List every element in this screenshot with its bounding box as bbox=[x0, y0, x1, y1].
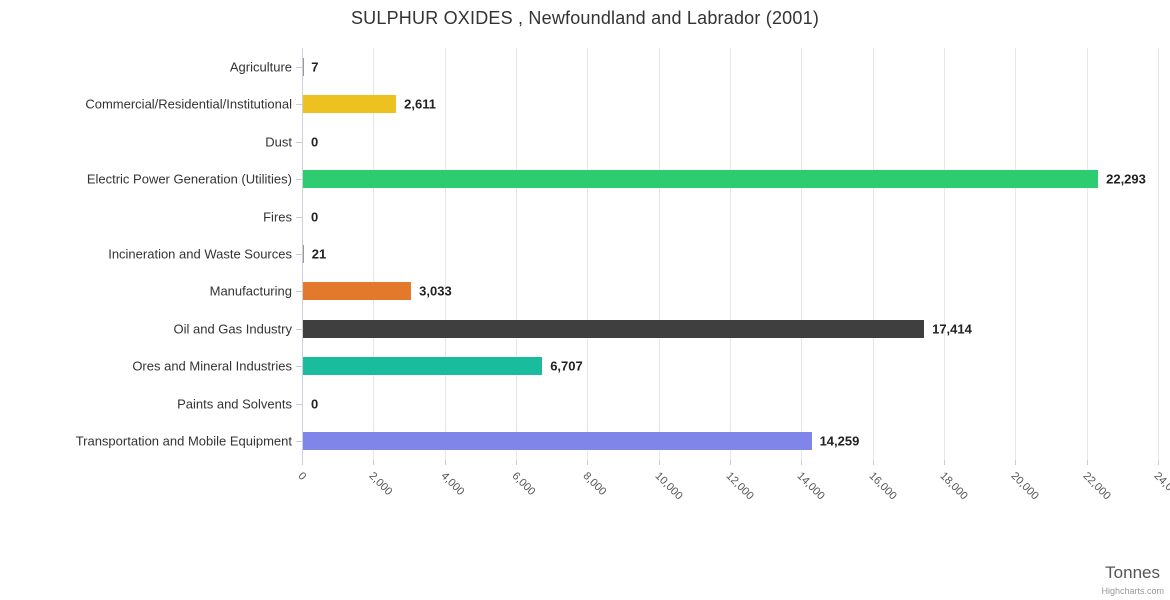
gridline bbox=[1015, 48, 1017, 460]
category-label: Paints and Solvents bbox=[177, 396, 292, 412]
category-tick bbox=[296, 366, 302, 368]
category-tick bbox=[296, 141, 302, 143]
gridline bbox=[516, 48, 517, 460]
value-label: 7 bbox=[311, 59, 319, 75]
category-label: Electric Power Generation (Utilities) bbox=[86, 171, 292, 187]
chart-title: SULPHUR OXIDES , Newfoundland and Labrad… bbox=[350, 8, 820, 28]
category-label: Agriculture bbox=[229, 59, 292, 75]
gridline bbox=[872, 48, 874, 460]
x-axis-tick bbox=[944, 460, 945, 465]
category-tick bbox=[296, 216, 302, 218]
x-tick-label: 24,000 bbox=[1151, 470, 1170, 503]
x-axis-title: Tonnes bbox=[1105, 563, 1160, 582]
category-tick bbox=[296, 254, 302, 255]
value-label: 17,414 bbox=[932, 321, 972, 337]
bar[interactable] bbox=[303, 95, 397, 114]
category-label: Oil and Gas Industry bbox=[173, 321, 293, 337]
x-axis-tick bbox=[302, 460, 303, 465]
x-axis-tick bbox=[658, 460, 660, 465]
bar[interactable] bbox=[303, 245, 304, 263]
x-tick-label: 22,000 bbox=[1080, 470, 1113, 503]
value-label: 0 bbox=[311, 209, 319, 225]
category-label: Incineration and Waste Sources bbox=[108, 246, 292, 262]
x-tick-label: 8,000 bbox=[580, 470, 609, 498]
value-label: 6,707 bbox=[550, 358, 583, 374]
x-tick-label: 6,000 bbox=[509, 470, 538, 498]
category-label: Ores and Mineral Industries bbox=[132, 358, 292, 374]
x-axis-tick bbox=[1158, 460, 1159, 465]
gridline bbox=[1086, 48, 1088, 460]
category-tick bbox=[296, 441, 302, 443]
category-tick bbox=[296, 66, 302, 68]
bar[interactable] bbox=[303, 170, 1099, 189]
x-tick-label: 12,000 bbox=[723, 470, 756, 503]
gridline bbox=[373, 48, 375, 460]
category-tick bbox=[296, 104, 302, 106]
x-tick-label: 20,000 bbox=[1008, 470, 1042, 503]
value-label: 22,293 bbox=[1106, 171, 1146, 187]
category-label: Transportation and Mobile Equipment bbox=[75, 433, 292, 449]
x-axis-tick bbox=[1015, 460, 1017, 465]
bar[interactable] bbox=[303, 357, 543, 376]
category-label: Fires bbox=[263, 209, 292, 225]
value-label: 2,611 bbox=[404, 96, 436, 112]
x-tick-label: 10,000 bbox=[652, 470, 685, 503]
category-label: Manufacturing bbox=[209, 283, 292, 299]
x-tick-label: 4,000 bbox=[438, 470, 467, 498]
gridline bbox=[1158, 48, 1159, 460]
bar[interactable] bbox=[303, 282, 412, 301]
category-tick bbox=[296, 291, 302, 293]
gridline bbox=[801, 48, 803, 460]
gridline bbox=[658, 48, 660, 460]
gridline bbox=[944, 48, 945, 460]
bar[interactable] bbox=[303, 319, 925, 338]
value-label: 14,259 bbox=[819, 433, 860, 449]
category-tick bbox=[296, 328, 302, 330]
x-tick-label: 14,000 bbox=[794, 470, 828, 503]
x-axis-tick bbox=[801, 460, 803, 465]
value-label: 3,033 bbox=[419, 283, 452, 299]
category-axis-line bbox=[302, 48, 303, 460]
value-label: 21 bbox=[311, 246, 327, 262]
category-tick bbox=[296, 403, 302, 405]
x-tick-label: 2,000 bbox=[366, 470, 395, 498]
gridline bbox=[444, 48, 446, 460]
x-axis-tick bbox=[587, 460, 589, 465]
category-label: Commercial/Residential/Institutional bbox=[85, 96, 292, 112]
x-tick-label: 0 bbox=[295, 470, 309, 483]
gridline bbox=[587, 48, 589, 460]
x-axis-tick bbox=[373, 460, 375, 465]
x-tick-label: 16,000 bbox=[866, 470, 899, 503]
bar[interactable] bbox=[303, 432, 812, 451]
gridline bbox=[730, 48, 731, 460]
value-label: 0 bbox=[311, 134, 319, 150]
category-tick bbox=[296, 179, 302, 181]
highcharts-credit-link[interactable]: Highcharts.com bbox=[1101, 586, 1164, 596]
x-tick-label: 18,000 bbox=[937, 470, 970, 503]
x-axis-tick bbox=[730, 460, 731, 465]
value-label: 0 bbox=[311, 396, 319, 412]
x-axis-tick bbox=[872, 460, 874, 465]
x-axis-tick bbox=[444, 460, 446, 465]
x-axis-tick bbox=[1086, 460, 1088, 465]
category-label: Dust bbox=[265, 134, 292, 150]
x-axis-tick bbox=[516, 460, 517, 465]
